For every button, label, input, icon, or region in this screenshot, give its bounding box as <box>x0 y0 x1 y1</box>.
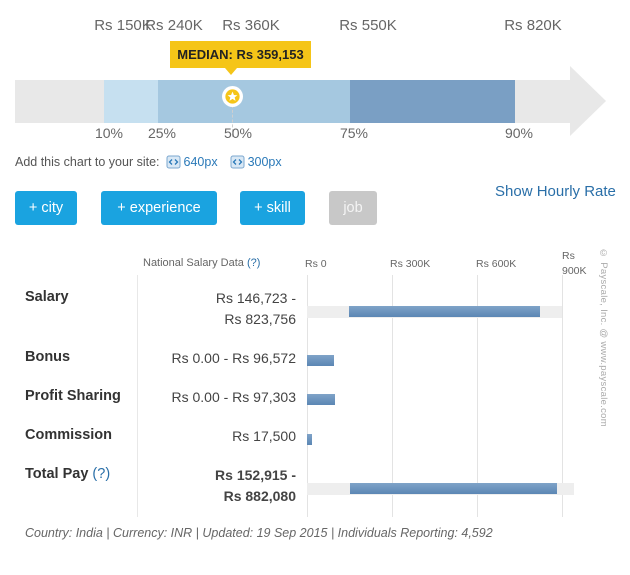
row-bonus-bar <box>307 355 335 366</box>
add-skill-button[interactable]: + skill <box>240 191 305 225</box>
band-10-25 <box>104 80 158 123</box>
percentile-value-10: Rs 150K <box>94 17 152 34</box>
add-experience-button[interactable]: + experience <box>101 191 217 225</box>
job-button[interactable]: job <box>329 191 377 225</box>
band-75-90 <box>350 80 515 123</box>
row-total-pay-value: Rs 152,915 - Rs 882,080 <box>215 465 296 507</box>
embed-code-icon <box>230 155 245 169</box>
copyright-notice: © Payscale, Inc. @ www.payscale.com <box>598 248 609 427</box>
axis-label-900k-top: Rs <box>562 250 575 262</box>
percentile-value-75: Rs 550K <box>339 17 397 34</box>
star-icon <box>225 89 240 104</box>
row-total-pay-label: Total Pay <box>25 466 89 482</box>
row-profit-sharing-bar <box>307 394 335 405</box>
national-salary-header: National Salary Data (?) <box>143 257 260 269</box>
gridline-300k <box>392 275 393 517</box>
percentile-tick-75: 75% <box>339 125 369 141</box>
row-total-pay-name: Total Pay (?) <box>25 466 110 482</box>
embed-row: Add this chart to your site: 640px 300px <box>15 155 282 169</box>
footer-info: Country: India | Currency: INR | Updated… <box>25 526 493 540</box>
median-marker <box>222 86 243 107</box>
axis-label-300k: Rs 300K <box>390 258 431 270</box>
percentile-tick-50: 50% <box>223 125 253 141</box>
row-commission-name: Commission <box>25 427 113 443</box>
row-commission-value-line1: Rs 17,500 <box>232 428 296 444</box>
row-total-pay-bar <box>350 483 557 494</box>
row-salary-name: Salary <box>25 289 69 305</box>
total-pay-help-link[interactable]: (?) <box>92 466 111 482</box>
embed-300-link[interactable]: 300px <box>230 155 282 169</box>
row-salary-bar <box>348 306 541 317</box>
axis-label-900k-bottom: 900K <box>562 265 587 277</box>
percentile-value-25: Rs 240K <box>145 17 203 34</box>
row-total-pay-value-line1: Rs 152,915 - <box>215 467 296 483</box>
percentile-value-90: Rs 820K <box>504 17 562 34</box>
row-profit-sharing-value: Rs 0.00 - Rs 97,303 <box>171 387 296 408</box>
embed-300-label: 300px <box>247 155 282 169</box>
row-total-pay-value-line2: Rs 882,080 <box>223 488 296 504</box>
embed-prefix: Add this chart to your site: <box>15 155 160 169</box>
row-salary-value-line1: Rs 146,723 - <box>215 290 296 306</box>
national-salary-header-label: National Salary Data <box>143 257 244 269</box>
row-profit-sharing-value-line1: Rs 0.00 - Rs 97,303 <box>171 389 296 405</box>
gridline-900k <box>562 275 563 517</box>
show-hourly-rate-link[interactable]: Show Hourly Rate <box>495 183 616 200</box>
row-salary-value-line2: Rs 823,756 <box>224 311 296 327</box>
axis-label-600k: Rs 600K <box>476 258 517 270</box>
percentile-value-50: Rs 360K <box>222 17 280 34</box>
percentile-tick-25: 25% <box>147 125 177 141</box>
row-commission-bar <box>307 434 312 445</box>
row-salary-value: Rs 146,723 - Rs 823,756 <box>216 288 296 330</box>
median-badge: MEDIAN: Rs 359,153 <box>170 41 311 75</box>
row-bonus-value: Rs 0.00 - Rs 96,572 <box>171 348 296 369</box>
embed-640-link[interactable]: 640px <box>166 155 218 169</box>
gridline-600k <box>477 275 478 517</box>
national-salary-help-link[interactable]: (?) <box>246 257 261 269</box>
row-bonus-value-line1: Rs 0.00 - Rs 96,572 <box>171 350 296 366</box>
percentile-tick-10: 10% <box>94 125 124 141</box>
row-commission-value: Rs 17,500 <box>232 426 296 447</box>
percentile-tick-90: 90% <box>504 125 534 141</box>
axis-label-0: Rs 0 <box>305 258 327 270</box>
row-bonus-name: Bonus <box>25 349 71 365</box>
add-city-button[interactable]: + city <box>15 191 77 225</box>
embed-code-icon <box>166 155 181 169</box>
embed-640-label: 640px <box>183 155 218 169</box>
band-25-75 <box>158 80 350 123</box>
range-arrow-head <box>570 66 606 136</box>
median-line <box>232 105 233 137</box>
table-divider <box>137 275 138 517</box>
row-profit-sharing-name: Profit Sharing <box>25 388 121 404</box>
